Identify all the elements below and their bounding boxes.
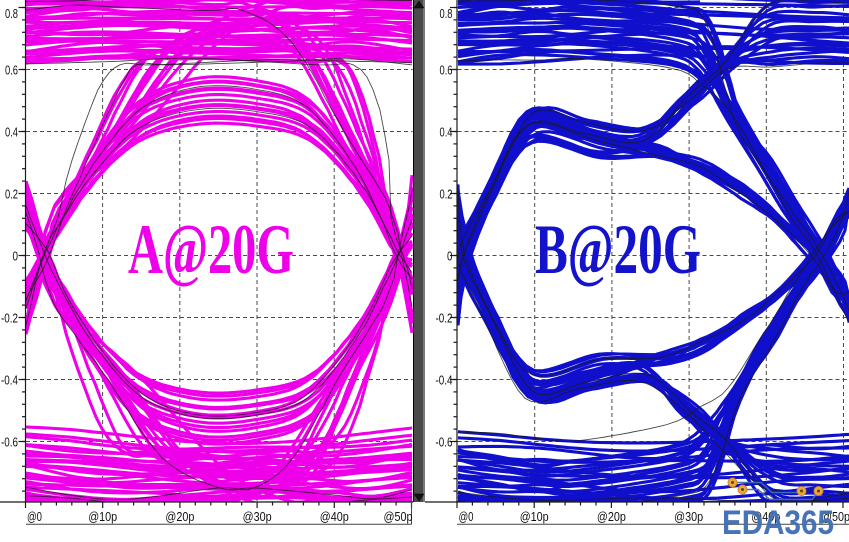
svg-text:@20p: @20p xyxy=(597,509,626,524)
svg-text:@20p: @20p xyxy=(165,509,194,524)
svg-text:0: 0 xyxy=(13,249,19,264)
svg-text:B@20G: B@20G xyxy=(535,211,701,289)
svg-text:@50p: @50p xyxy=(821,509,849,524)
svg-text:0.2: 0.2 xyxy=(5,187,18,202)
svg-text:-0.6: -0.6 xyxy=(436,435,453,450)
svg-text:@0: @0 xyxy=(459,509,474,524)
svg-text:@40p: @40p xyxy=(320,509,349,524)
svg-text:@40p: @40p xyxy=(751,509,780,524)
svg-text:@10p: @10p xyxy=(520,509,549,524)
svg-text:EDA365: EDA365 xyxy=(722,504,834,542)
svg-text:@30p: @30p xyxy=(243,509,272,524)
svg-text:-0.6: -0.6 xyxy=(1,435,18,450)
svg-text:-0.2: -0.2 xyxy=(436,311,453,326)
svg-text:@10p: @10p xyxy=(88,509,117,524)
svg-text:0.6: 0.6 xyxy=(5,63,18,78)
svg-text:0.2: 0.2 xyxy=(440,187,453,202)
svg-text:@0: @0 xyxy=(27,509,42,524)
svg-text:@30p: @30p xyxy=(674,509,703,524)
svg-text:0.4: 0.4 xyxy=(5,125,18,140)
svg-text:-0.2: -0.2 xyxy=(1,311,18,326)
svg-text:0: 0 xyxy=(447,249,453,264)
svg-text:0.8: 0.8 xyxy=(440,6,453,21)
svg-text:0.4: 0.4 xyxy=(440,125,453,140)
svg-text:@50p: @50p xyxy=(384,509,413,524)
svg-text:0.6: 0.6 xyxy=(440,63,453,78)
svg-text:-0.4: -0.4 xyxy=(1,373,18,388)
svg-text:0.8: 0.8 xyxy=(5,6,18,21)
svg-text:-0.4: -0.4 xyxy=(436,373,453,388)
svg-text:A@20G: A@20G xyxy=(128,211,294,289)
